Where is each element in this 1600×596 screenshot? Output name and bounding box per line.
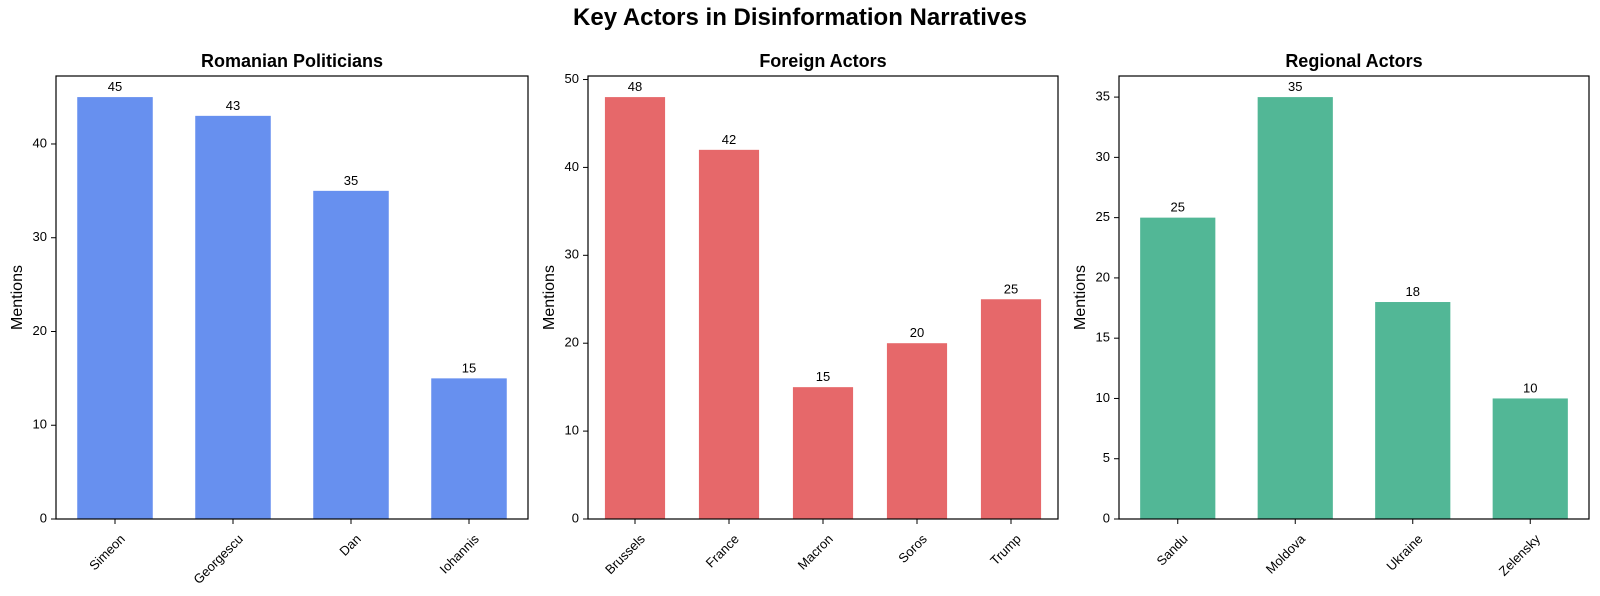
data-label-ukraine: 18 (1406, 284, 1420, 299)
y-tick-label: 40 (33, 135, 47, 150)
data-label-france: 42 (722, 132, 736, 147)
chart-panel-romanian-politicians: Romanian Politicians Mentions 45 Simeon 43 Ge… (9, 51, 529, 587)
y-tick-label: 30 (1096, 149, 1110, 164)
data-label-brussels: 48 (628, 79, 642, 94)
bar-brussels (604, 97, 666, 519)
x-tick-label-zelensky: Zelensky (1496, 531, 1544, 579)
x-tick-label-moldova: Moldova (1263, 531, 1309, 577)
plot-frame (1118, 75, 1590, 520)
x-tick-label-iohannis: Iohannis (437, 531, 483, 577)
bar-soros (886, 343, 948, 519)
x-tick-label-france: France (703, 531, 742, 570)
y-tick-label: 5 (1103, 450, 1110, 465)
bar-georgescu (195, 115, 271, 519)
bar-iohannis (431, 378, 507, 519)
y-tick-label: 40 (565, 159, 579, 174)
panel-title: Romanian Politicians (201, 51, 383, 71)
plot-frame (587, 75, 1059, 520)
y-tick-label: 0 (40, 510, 47, 525)
bar-simeon (77, 97, 153, 519)
bar-ukraine (1375, 302, 1451, 519)
x-tick-label-simeon: Simeon (86, 531, 128, 573)
y-tick-label: 20 (33, 323, 47, 338)
y-tick-label: 30 (565, 247, 579, 262)
y-tick-label: 20 (565, 335, 579, 350)
bar-dan (313, 190, 389, 519)
y-tick-label: 35 (1096, 89, 1110, 104)
bar-zelensky (1492, 398, 1568, 519)
bar-france (698, 149, 760, 520)
y-tick-label: 10 (33, 417, 47, 432)
y-axis-label: Mentions (541, 265, 558, 330)
data-label-dan: 35 (344, 173, 358, 188)
panel-title: Foreign Actors (759, 51, 886, 71)
y-tick-label: 20 (1096, 269, 1110, 284)
data-label-moldova: 35 (1288, 79, 1302, 94)
figure-title: Key Actors in Disinformation Narratives (573, 4, 1027, 31)
data-label-trump: 25 (1004, 281, 1018, 296)
y-tick-label: 0 (572, 510, 579, 525)
data-label-georgescu: 43 (226, 98, 240, 113)
panel-title: Regional Actors (1285, 51, 1422, 71)
y-tick-label: 25 (1096, 209, 1110, 224)
y-axis-label: Mentions (1072, 265, 1089, 330)
x-tick-label-macron: Macron (795, 531, 836, 572)
y-tick-label: 15 (1096, 330, 1110, 345)
x-tick-label-brussels: Brussels (602, 531, 648, 577)
x-tick-label-sandu: Sandu (1153, 531, 1190, 568)
data-label-macron: 15 (816, 369, 830, 384)
bar-moldova (1257, 97, 1333, 519)
data-label-sandu: 25 (1171, 200, 1185, 215)
x-tick-label-ukraine: Ukraine (1383, 531, 1425, 573)
data-label-iohannis: 15 (462, 360, 476, 375)
y-tick-label: 50 (565, 71, 579, 86)
chart-panel-foreign-actors: Foreign Actors Mentions 48 Brussels 42 France… (541, 51, 1059, 577)
y-axis-label: Mentions (9, 265, 26, 330)
data-label-soros: 20 (910, 325, 924, 340)
bar-sandu (1140, 217, 1216, 519)
y-tick-label: 10 (1096, 390, 1110, 405)
y-tick-label: 0 (1103, 510, 1110, 525)
x-tick-label-dan: Dan (336, 531, 363, 558)
plot-frame (55, 75, 529, 520)
data-label-zelensky: 10 (1523, 380, 1537, 395)
bar-macron (792, 387, 854, 519)
chart-panel-regional-actors: Regional Actors Mentions 25 Sandu 35 Moldova 1… (1072, 51, 1590, 579)
x-tick-label-georgescu: Georgescu (190, 531, 246, 587)
x-tick-label-soros: Soros (895, 531, 930, 566)
bar-trump (980, 299, 1042, 519)
y-tick-label: 30 (33, 229, 47, 244)
x-tick-label-trump: Trump (987, 531, 1024, 568)
data-label-simeon: 45 (108, 79, 122, 94)
y-tick-label: 10 (565, 423, 579, 438)
